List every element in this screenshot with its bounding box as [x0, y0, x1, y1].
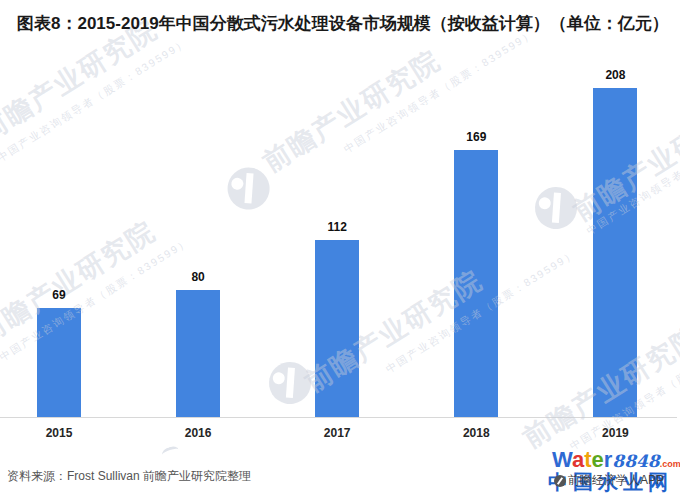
qianzhan-watermark: 前瞻产业研究院中国产业咨询领导者（股票：839599） — [226, 165, 571, 213]
x-axis-label: 2016 — [158, 426, 238, 440]
logo-water-text: Water — [552, 453, 612, 470]
chart-title: 图表8：2015-2019年中国分散式污水处理设备市场规模（按收益计算）（单位：… — [17, 12, 669, 35]
x-axis-label: 2018 — [436, 426, 516, 440]
chart-page: 图表8：2015-2019年中国分散式污水处理设备市场规模（按收益计算）（单位：… — [0, 0, 680, 496]
bar-2019 — [593, 88, 637, 417]
x-axis-line — [0, 417, 677, 418]
qianzhan-app-credit: 前瞻经济学人APP — [554, 472, 664, 489]
bar-2016 — [176, 290, 220, 417]
bar-value-label: 208 — [575, 68, 655, 82]
bar-2017 — [315, 240, 359, 417]
bar-2015 — [37, 308, 81, 417]
watermark-sub-text: 中国产业咨询领导者（股票：839599） — [0, 37, 189, 164]
bar-2018 — [454, 150, 498, 417]
watermark-brand-text: 前瞻产业研究院 — [0, 205, 181, 348]
water8848-logo: Water8848.com 中国水业网 前瞻经济学人APP — [548, 444, 680, 496]
qianzhan-eye-icon — [220, 159, 278, 217]
logo-8848-text: 8848 — [612, 451, 659, 471]
source-note: 资料来源：Frost Sullivan 前瞻产业研究院整理 — [7, 468, 251, 485]
logo-com-text: .com — [660, 459, 680, 469]
qianzhan-eye-icon — [261, 354, 319, 412]
bar-value-label: 80 — [158, 270, 238, 284]
qianzhan-watermark — [269, 362, 311, 404]
x-axis-label: 2017 — [297, 426, 377, 440]
bar-value-label: 69 — [19, 288, 99, 302]
qianzhan-eye-icon — [527, 179, 585, 237]
qianzhan-watermark: 前瞻产业研究院中国产业咨询领导者（股票：839599） — [0, 134, 213, 182]
qianzhan-watermark — [535, 187, 577, 229]
qianzhan-eye-icon — [554, 475, 566, 487]
qianzhan-app-text: 前瞻经济学人APP — [568, 472, 664, 489]
bar-value-label: 112 — [297, 220, 377, 234]
x-axis-label: 2019 — [575, 426, 655, 440]
x-axis-label: 2015 — [19, 426, 99, 440]
bar-value-label: 169 — [436, 130, 516, 144]
watermark-fragment — [161, 445, 180, 460]
